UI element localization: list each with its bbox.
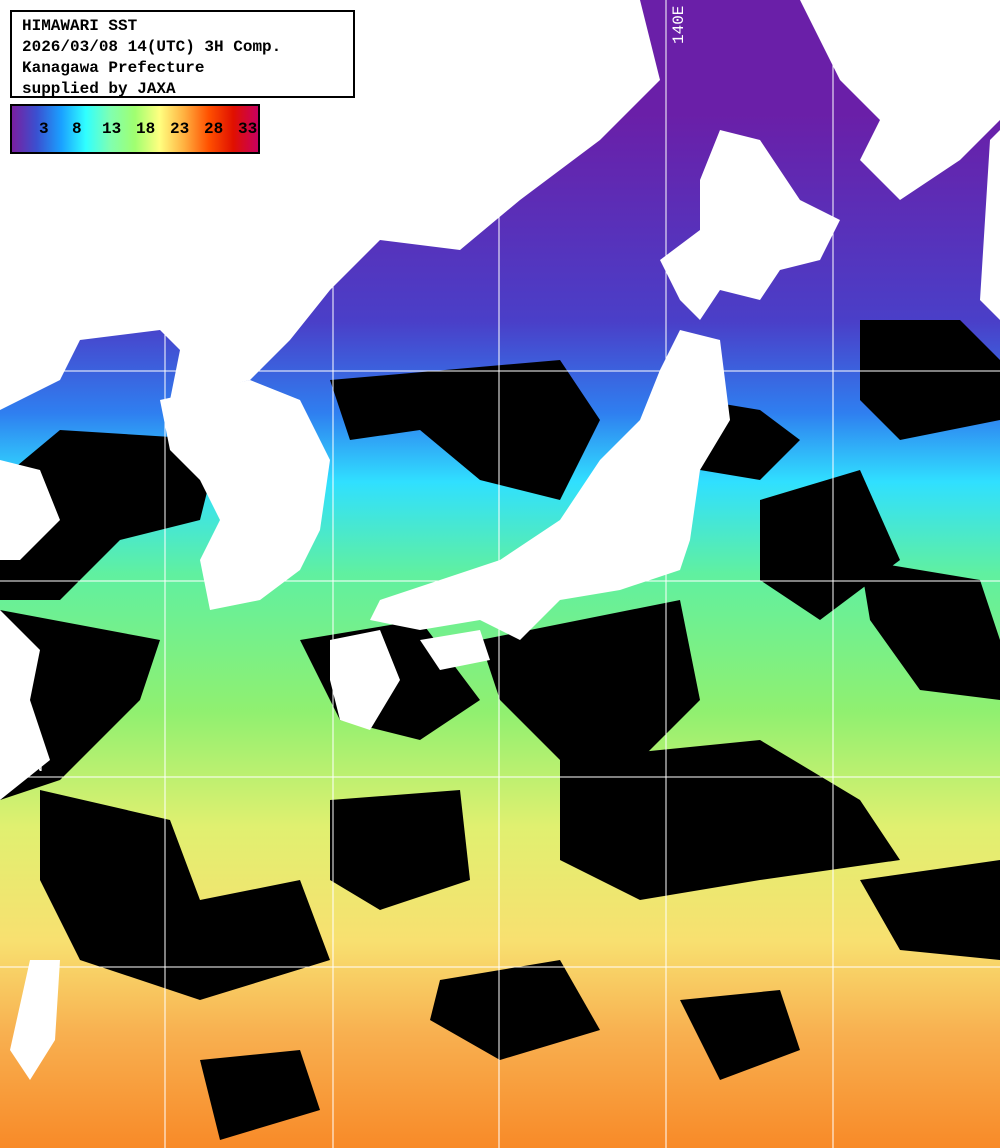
land-korea xyxy=(160,380,330,610)
land-china-coast xyxy=(0,460,60,800)
color-scale-tick: 13 xyxy=(102,120,122,138)
lon-label-140e: 140E xyxy=(670,5,688,44)
land-shikoku xyxy=(420,630,490,670)
color-scale-tick: 23 xyxy=(170,120,190,138)
color-scale-tick: 3 xyxy=(39,120,49,138)
color-scale-tick: 33 xyxy=(238,120,258,138)
lat-label-40n: 40N xyxy=(14,352,43,370)
land-honshu xyxy=(370,330,730,640)
color-scale-tick: 8 xyxy=(72,120,82,138)
land-sakhalin xyxy=(800,0,1000,200)
map-credit: supplied by JAXA xyxy=(22,80,176,98)
color-scale-legend: 3 8 13 18 23 28 33 xyxy=(10,104,260,154)
map-region: Kanagawa Prefecture xyxy=(22,59,205,77)
land-hokkaido xyxy=(660,130,840,320)
land-taiwan xyxy=(10,960,60,1080)
land-north-east-coast xyxy=(980,130,1000,320)
color-scale-tick: 28 xyxy=(204,120,224,138)
info-box: HIMAWARI SST 2026/03/08 14(UTC) 3H Comp.… xyxy=(10,10,355,98)
lat-label-30n: 30N xyxy=(14,758,43,776)
color-scale-tick: 18 xyxy=(136,120,156,138)
map-title: HIMAWARI SST xyxy=(22,17,138,35)
land-kyushu xyxy=(330,630,400,730)
land-island-jeju xyxy=(400,127,420,163)
map-datetime: 2026/03/08 14(UTC) 3H Comp. xyxy=(22,38,282,56)
